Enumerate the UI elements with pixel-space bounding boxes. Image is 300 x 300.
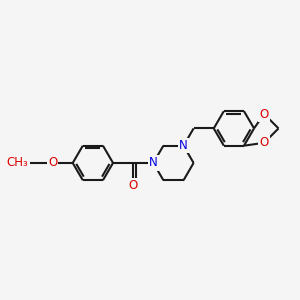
Text: N: N — [149, 157, 158, 169]
Text: O: O — [260, 136, 269, 149]
Text: N: N — [179, 139, 188, 152]
Text: O: O — [128, 179, 138, 193]
Text: O: O — [260, 107, 269, 121]
Text: O: O — [48, 157, 57, 169]
Text: CH₃: CH₃ — [6, 157, 28, 169]
